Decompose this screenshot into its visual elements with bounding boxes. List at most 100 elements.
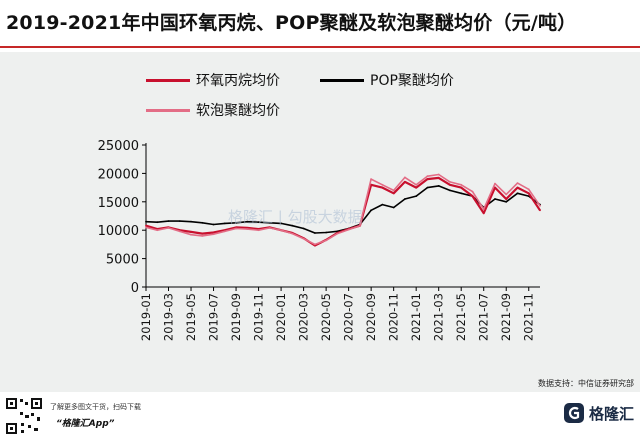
- series-2-point-19: [359, 224, 361, 227]
- series-1-point-5: [201, 221, 204, 224]
- series-1-point-20: [370, 209, 372, 212]
- series-0-point-25: [426, 178, 429, 181]
- x-tick-label-2019-07: 2019-07: [207, 293, 221, 341]
- series-1-point-9: [246, 220, 249, 223]
- x-tick-label-2019-05: 2019-05: [184, 293, 198, 341]
- series-2-point-11: [268, 227, 271, 229]
- series-0-point-32: [505, 198, 508, 200]
- series-2-point-10: [257, 229, 260, 232]
- series-1-point-1: [156, 221, 159, 224]
- series-1-point-25: [426, 186, 429, 189]
- legend-swatch-soft: [146, 108, 190, 112]
- series-1-point-13: [291, 224, 294, 227]
- data-source: 数据支持：中信证券研究部: [538, 379, 634, 388]
- x-tick-label-2019-09: 2019-09: [229, 293, 243, 341]
- series-0-point-29: [471, 195, 474, 198]
- series-2-point-27: [449, 181, 451, 183]
- y-tick-label-15000: 15000: [98, 196, 139, 211]
- legend-item-epoxy: 环氧丙烷均价: [146, 70, 280, 90]
- title-bar: 2019-2021年中国环氧丙烷、POP聚醚及软泡聚醚均价（元/吨）: [0, 0, 640, 52]
- x-tick-label-2020-09: 2020-09: [364, 293, 378, 341]
- chart-panel: 环氧丙烷均价 POP聚醚均价 软泡聚醚均价: [0, 52, 640, 392]
- legend-item-pop: POP聚醚均价: [320, 70, 454, 90]
- series-1-point-32: [505, 200, 508, 203]
- series-2-point-5: [201, 235, 204, 237]
- series-1-point-3: [178, 220, 181, 223]
- series-1-point-10: [257, 221, 260, 224]
- qr-code-icon[interactable]: [4, 396, 44, 436]
- series-2-point-4: [190, 233, 192, 236]
- brand-name: 格隆汇: [588, 404, 634, 423]
- legend-swatch-epoxy: [146, 78, 190, 82]
- brand-logo: 格隆汇: [563, 402, 634, 424]
- series-1-point-27: [449, 189, 451, 192]
- series-0-point-28: [460, 186, 463, 189]
- series-1-point-31: [494, 198, 496, 200]
- series-0-point-23: [404, 181, 406, 183]
- series-0-point-31: [494, 186, 496, 189]
- series-1-point-4: [190, 220, 192, 223]
- x-tick-label-2020-11: 2020-11: [387, 293, 401, 341]
- series-2-point-30: [482, 208, 485, 211]
- legend-item-soft: 软泡聚醚均价: [146, 100, 280, 120]
- x-tick-label-2021-09: 2021-09: [499, 293, 513, 341]
- watermark: 格隆汇 | 勾股大数据: [228, 208, 363, 226]
- series-2-point-9: [246, 228, 249, 231]
- series-1-point-11: [268, 221, 271, 224]
- chart-title: 2019-2021年中国环氧丙烷、POP聚醚及软泡聚醚均价（元/吨）: [6, 12, 577, 34]
- series-1-point-12: [280, 222, 282, 225]
- x-tick-label-2020-03: 2020-03: [297, 293, 311, 341]
- series-2-point-16: [325, 239, 327, 242]
- series-2-point-15: [314, 243, 316, 246]
- series-2-point-18: [347, 228, 350, 231]
- y-tick-label-5000: 5000: [106, 253, 139, 268]
- series-2-point-7: [223, 230, 226, 233]
- title-rule: [0, 46, 640, 48]
- series-2-point-1: [156, 229, 159, 232]
- series-1-point-7: [223, 222, 226, 225]
- y-tick-label-0: 0: [131, 281, 139, 296]
- series-0-point-5: [201, 232, 204, 235]
- series-1-point-21: [381, 203, 384, 206]
- x-tick-label-2021-03: 2021-03: [432, 293, 446, 341]
- series-0-point-27: [449, 183, 451, 186]
- series-2-point-31: [494, 182, 496, 185]
- series-2-point-25: [426, 175, 429, 178]
- x-tick-label-2020-01: 2020-01: [274, 293, 288, 341]
- series-0-point-24: [415, 186, 418, 189]
- series-2-point-20: [370, 178, 372, 181]
- x-tick-label-2020-05: 2020-05: [319, 293, 333, 341]
- series-2-point-32: [505, 193, 508, 196]
- series-line-2: [145, 173, 541, 246]
- series-1-point-2: [167, 220, 170, 223]
- series-2-point-35: [539, 204, 541, 207]
- x-tick-label-2021-05: 2021-05: [454, 293, 468, 341]
- series-0-point-4: [190, 231, 192, 233]
- series-2-point-29: [471, 190, 474, 193]
- series-2-point-34: [527, 188, 530, 191]
- series-0-point-30: [482, 212, 485, 215]
- series-1-point-24: [415, 195, 418, 198]
- legend-swatch-pop: [320, 78, 364, 82]
- gelonghui-logo-icon: [563, 403, 584, 423]
- series-1-point-8: [235, 221, 238, 224]
- series-1-point-23: [404, 198, 406, 200]
- series-2-point-3: [178, 230, 181, 233]
- series-2-point-13: [291, 232, 294, 235]
- series-2-point-23: [404, 176, 406, 179]
- y-tick-label-20000: 20000: [98, 167, 139, 182]
- series-2-point-2: [167, 227, 170, 229]
- footer: 了解更多图文干货，扫码下载 “格隆汇App” 格隆汇: [0, 392, 640, 441]
- x-tick-label-2019-11: 2019-11: [252, 293, 266, 341]
- series-1-point-22: [392, 206, 395, 209]
- series-0-point-0: [145, 224, 147, 227]
- series-0-point-22: [392, 192, 395, 195]
- series-2-point-24: [415, 183, 418, 186]
- series-0-point-35: [539, 209, 541, 212]
- x-tick-label-2019-03: 2019-03: [162, 293, 176, 341]
- series-2-point-12: [280, 229, 282, 232]
- series-1-point-15: [314, 232, 316, 234]
- series-0-point-6: [212, 231, 215, 234]
- series-1-point-14: [302, 227, 305, 230]
- series-1-point-28: [460, 192, 463, 195]
